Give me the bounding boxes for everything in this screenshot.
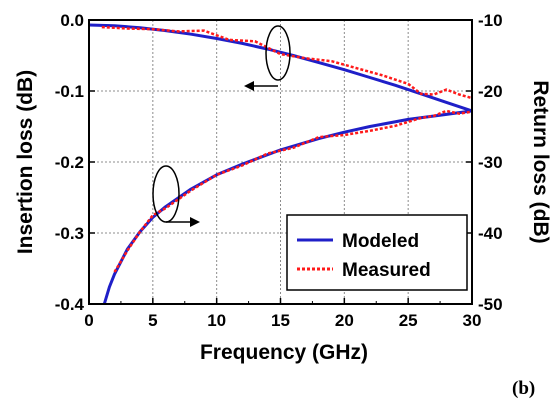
- right-y-tick-label: -50: [478, 295, 503, 314]
- x-tick-label: 0: [84, 311, 93, 330]
- left-y-tick-label: -0.1: [55, 82, 84, 101]
- right-y-axis-title: Return loss (dB): [529, 80, 550, 243]
- x-tick-label: 30: [463, 311, 482, 330]
- x-tick-label: 20: [335, 311, 354, 330]
- x-tick-label: 10: [207, 311, 226, 330]
- tick-marks: [88, 19, 473, 305]
- x-tick-label: 15: [271, 311, 290, 330]
- insertion-loss-arrowhead: [244, 81, 254, 91]
- x-tick-label: 5: [148, 311, 157, 330]
- series-line-measured-insertion-loss: [101, 25, 473, 100]
- annotations: [152, 25, 291, 227]
- right-y-tick-label: -20: [478, 82, 503, 101]
- left-y-axis-title: Insertion loss (dB): [14, 70, 37, 254]
- series-layer: [88, 23, 473, 305]
- x-tick-label: 25: [399, 311, 418, 330]
- insertion-loss-ellipse: [265, 25, 291, 81]
- left-y-tick-label: -0.3: [55, 224, 84, 243]
- left-y-tick-label: 0.0: [60, 11, 84, 30]
- legend: Modeled Measured: [286, 214, 468, 291]
- legend-label-measured: Measured: [342, 260, 431, 281]
- series-line-measured-return-loss: [113, 109, 473, 273]
- left-y-tick-label: -0.2: [55, 153, 84, 172]
- right-y-tick-label: -40: [478, 224, 503, 243]
- legend-label-modeled: Modeled: [342, 231, 419, 252]
- return-loss-arrowhead: [190, 217, 200, 227]
- x-axis-title: Frequency (GHz): [200, 341, 368, 364]
- return-loss-ellipse: [152, 165, 180, 223]
- right-y-tick-label: -10: [478, 11, 503, 30]
- right-y-tick-label: -30: [478, 153, 503, 172]
- tick-labels: 0 5 10 15 20 25 30 0.0 -0.1 -0.2 -0.3 -0.4 -10 -20 -30…: [55, 11, 503, 330]
- panel-label: (b): [512, 378, 535, 399]
- left-y-tick-label: -0.4: [55, 295, 85, 314]
- legend-box: [286, 214, 468, 291]
